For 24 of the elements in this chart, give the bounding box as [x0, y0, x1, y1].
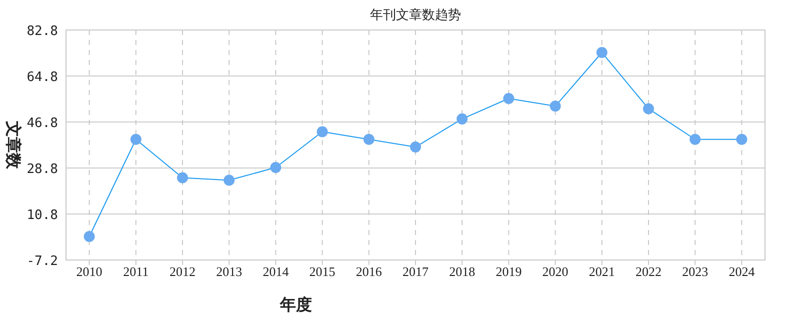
x-tick-label: 2015 — [309, 264, 336, 279]
y-tick-label: 82.8 — [26, 24, 58, 39]
x-tick-label: 2011 — [123, 264, 149, 279]
x-tick-label: 2016 — [356, 264, 382, 279]
x-tick-label: 2022 — [636, 264, 662, 279]
y-tick-label: 46.8 — [26, 116, 58, 131]
x-tick-label: 2019 — [496, 264, 522, 279]
x-tick-label: 2017 — [402, 264, 429, 279]
x-tick-label: 2012 — [170, 264, 196, 279]
x-tick-label: 2018 — [449, 264, 476, 279]
x-axis-title: 年度 — [279, 295, 312, 314]
chart-title: 年刊文章数趋势 — [370, 7, 461, 22]
x-tick-label: 2014 — [262, 264, 290, 279]
x-tick-label: 2021 — [588, 264, 615, 279]
y-tick-label: -7.2 — [26, 254, 58, 269]
x-tick-label: 2020 — [542, 264, 568, 279]
y-axis-title: 文章数 — [4, 120, 22, 170]
x-tick-label: 2010 — [76, 264, 102, 279]
y-tick-label: 10.8 — [26, 208, 58, 223]
x-tick-label: 2013 — [216, 264, 242, 279]
x-tick-label: 2024 — [728, 264, 756, 279]
y-tick-label: 64.8 — [26, 70, 58, 85]
y-tick-label: 28.8 — [26, 162, 58, 177]
x-tick-label: 2023 — [682, 264, 708, 279]
